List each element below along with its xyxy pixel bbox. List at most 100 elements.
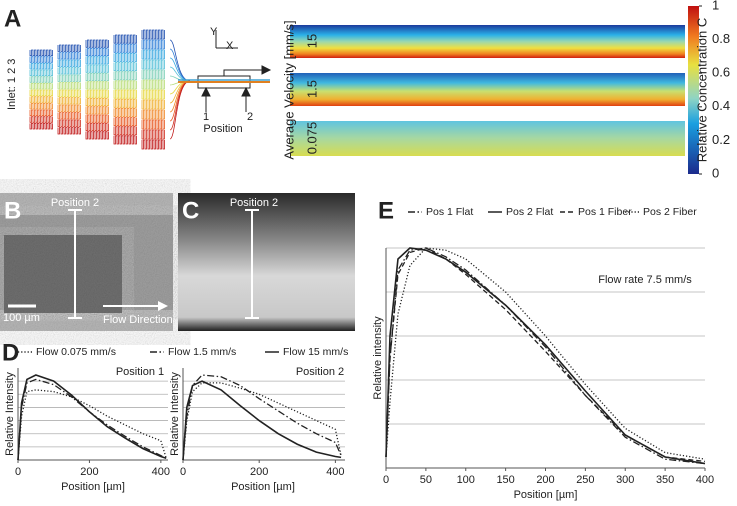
channel — [113, 80, 137, 90]
axis-y-label: Y — [210, 26, 218, 38]
panel-label: B — [4, 197, 21, 224]
channel — [141, 69, 165, 80]
channel — [57, 44, 81, 52]
channel — [57, 67, 81, 75]
outlet-schematic — [177, 65, 272, 112]
channel — [85, 89, 109, 98]
velocity-label: 1.5 — [304, 80, 319, 98]
x-tick-label: 0 — [180, 466, 186, 478]
position-number: 1 — [203, 111, 209, 123]
channel — [85, 122, 109, 132]
channel — [141, 79, 165, 90]
y-axis-label: Relative Intensity — [4, 372, 16, 456]
colorbar-tick-label: 0.6 — [712, 65, 730, 80]
channel — [57, 82, 81, 90]
line-series — [17, 378, 167, 461]
panel-label: D — [2, 339, 19, 366]
x-axis-label: Position [µm] — [61, 481, 125, 493]
axis-x-label: X — [226, 40, 234, 52]
x-tick-label: 350 — [656, 474, 674, 486]
velocity-axis-label: Average Velocity [mm/s] — [281, 20, 296, 159]
annotation: Flow rate 7.5 mm/s — [598, 274, 692, 286]
velocity-map — [290, 25, 685, 58]
channel — [85, 106, 109, 115]
colorbar — [688, 6, 699, 174]
flow-direction: Flow Direction — [103, 314, 173, 326]
x-tick-label: 50 — [420, 474, 432, 486]
y-axis-label: Relative intensity — [372, 316, 384, 400]
channel — [29, 122, 53, 130]
channel — [113, 71, 137, 81]
channel — [85, 64, 109, 73]
channel — [141, 109, 165, 120]
channel-schematic — [29, 29, 191, 150]
x-axis-label: Position [µm] — [514, 489, 578, 501]
legend-label: Flow 15 mm/s — [283, 346, 348, 358]
micrograph-b — [0, 193, 173, 331]
x-tick-label: 200 — [250, 466, 268, 478]
x-tick-label: 200 — [536, 474, 554, 486]
annotation: Position 2 — [296, 366, 344, 378]
channel — [141, 39, 165, 50]
channel — [29, 62, 53, 70]
channel — [113, 89, 137, 99]
channel — [113, 34, 137, 44]
x-tick-label: 150 — [496, 474, 514, 486]
line-series — [385, 247, 706, 465]
legend-label: Flow 0.075 mm/s — [36, 346, 116, 358]
micrograph-c — [178, 193, 355, 331]
x-tick-label: 400 — [696, 474, 714, 486]
channel — [85, 72, 109, 82]
channel — [57, 74, 81, 82]
channel — [113, 43, 137, 53]
colorbar-label: Relative Concentration C — [694, 18, 709, 163]
channel — [29, 82, 53, 90]
line-series — [17, 374, 167, 461]
channel — [113, 126, 137, 136]
channel — [57, 52, 81, 60]
legend-label: Flow 1.5 mm/s — [168, 346, 236, 358]
legend-label: Pos 1 Fiber — [578, 206, 632, 218]
position-label: Position — [203, 123, 242, 135]
velocity-label: 0.075 — [304, 122, 319, 155]
colorbar-tick-label: 0.4 — [712, 98, 730, 113]
channel — [57, 112, 81, 120]
channel — [29, 116, 53, 123]
y-axis-label: Relative Intensity — [169, 372, 181, 456]
channel — [113, 52, 137, 62]
legend-label: Pos 2 Flat — [506, 206, 553, 218]
channel — [29, 56, 53, 63]
legend-label: Pos 2 Fiber — [643, 206, 697, 218]
channel — [141, 139, 165, 150]
x-tick-label: 300 — [616, 474, 634, 486]
panel-label: A — [4, 5, 21, 32]
channel — [141, 99, 165, 110]
channel — [57, 89, 81, 97]
channel — [57, 97, 81, 105]
channel — [85, 39, 109, 48]
line-series — [182, 380, 342, 461]
axes-icon — [215, 30, 238, 49]
position-number: 2 — [247, 111, 253, 123]
x-tick-label: 400 — [152, 466, 170, 478]
channel — [29, 76, 53, 83]
x-axis-label: Position [µm] — [231, 481, 295, 493]
channel — [57, 59, 81, 67]
channel — [29, 109, 53, 117]
position-marker: Position 2 — [51, 197, 99, 209]
channel — [141, 119, 165, 130]
channel — [57, 119, 81, 127]
channel — [141, 59, 165, 70]
channel — [85, 47, 109, 57]
channel — [29, 96, 53, 103]
channel — [85, 56, 109, 65]
panel-label: C — [182, 197, 199, 224]
velocity-map — [290, 121, 685, 156]
channel — [85, 114, 109, 123]
channel — [85, 131, 109, 140]
x-tick-label: 200 — [80, 466, 98, 478]
channel — [113, 117, 137, 127]
colorbar-tick-label: 1 — [712, 0, 719, 12]
x-tick-label: 400 — [326, 466, 344, 478]
